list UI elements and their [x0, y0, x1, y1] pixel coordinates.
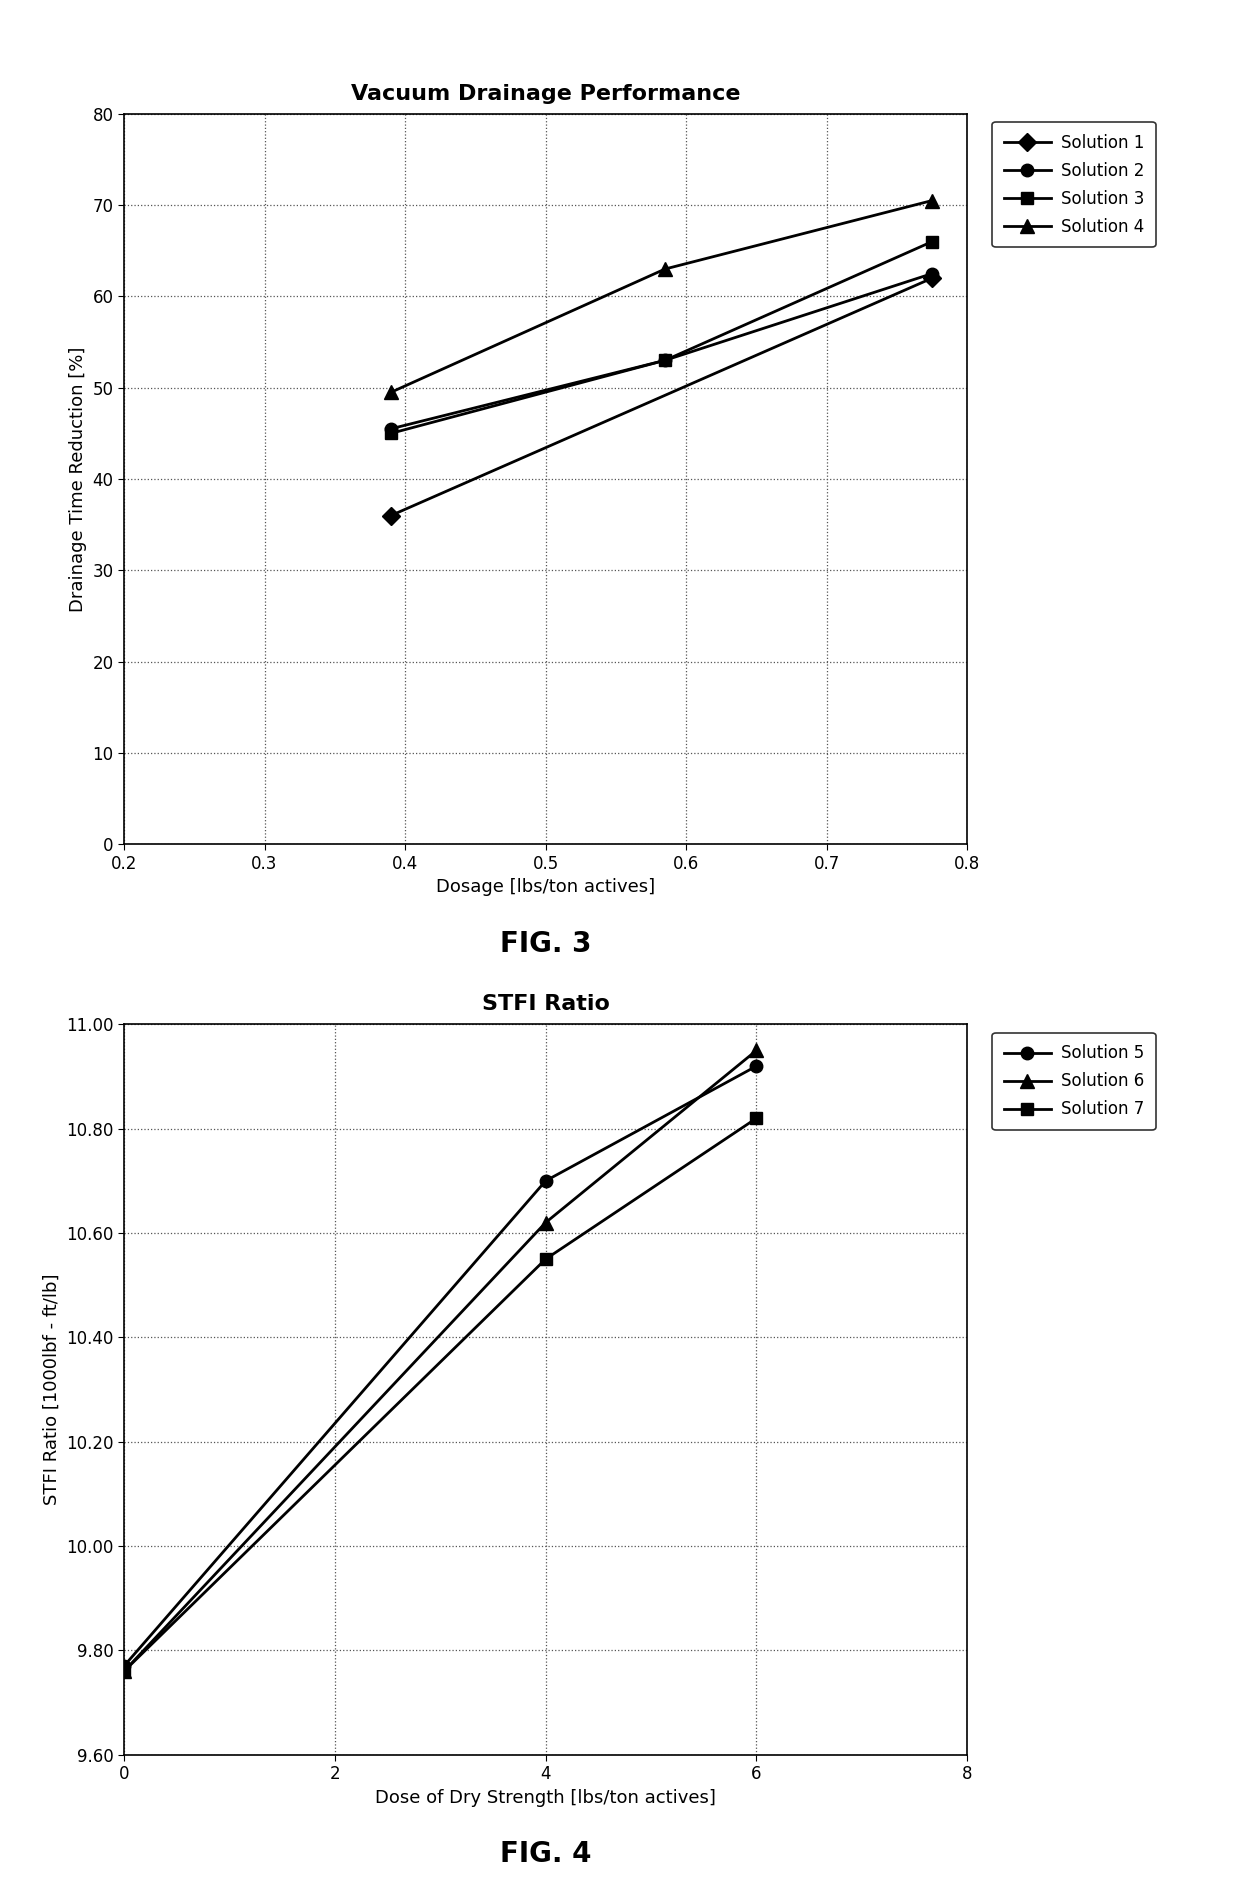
- Legend: Solution 5, Solution 6, Solution 7: Solution 5, Solution 6, Solution 7: [992, 1032, 1156, 1131]
- Solution 7: [117, 1660, 131, 1683]
- Solution 1: [925, 267, 940, 290]
- Solution 4: [657, 258, 672, 281]
- Solution 7: [749, 1108, 764, 1131]
- Line: Solution 6: Solution 6: [117, 1043, 764, 1679]
- Solution 6: [117, 1660, 131, 1683]
- Solution 6: [749, 1040, 764, 1062]
- Solution 6: [538, 1212, 553, 1235]
- Solution 5: [117, 1654, 131, 1677]
- Solution 4: [925, 190, 940, 212]
- Solution 1: [383, 505, 398, 527]
- Solution 3: [383, 421, 398, 444]
- X-axis label: Dose of Dry Strength [lbs/ton actives]: Dose of Dry Strength [lbs/ton actives]: [376, 1789, 715, 1806]
- Solution 4: [383, 381, 398, 404]
- Line: Solution 5: Solution 5: [118, 1060, 763, 1673]
- Line: Solution 2: Solution 2: [384, 267, 939, 434]
- X-axis label: Dosage [lbs/ton actives]: Dosage [lbs/ton actives]: [436, 878, 655, 895]
- Solution 3: [925, 230, 940, 252]
- Line: Solution 7: Solution 7: [118, 1112, 763, 1677]
- Solution 2: [657, 349, 672, 372]
- Text: FIG. 4: FIG. 4: [500, 1840, 591, 1869]
- Line: Solution 3: Solution 3: [384, 235, 939, 440]
- Solution 2: [925, 262, 940, 285]
- Title: Vacuum Drainage Performance: Vacuum Drainage Performance: [351, 83, 740, 104]
- Line: Solution 4: Solution 4: [384, 193, 939, 398]
- Line: Solution 1: Solution 1: [384, 271, 939, 522]
- Y-axis label: STFI Ratio [1000lbf - ft/lb]: STFI Ratio [1000lbf - ft/lb]: [42, 1273, 61, 1506]
- Solution 3: [657, 349, 672, 372]
- Solution 2: [383, 417, 398, 440]
- Solution 5: [749, 1055, 764, 1077]
- Solution 5: [538, 1170, 553, 1193]
- Legend: Solution 1, Solution 2, Solution 3, Solution 4: Solution 1, Solution 2, Solution 3, Solu…: [992, 121, 1156, 247]
- Y-axis label: Drainage Time Reduction [%]: Drainage Time Reduction [%]: [69, 347, 87, 611]
- Solution 7: [538, 1248, 553, 1271]
- Title: STFI Ratio: STFI Ratio: [481, 994, 610, 1015]
- Text: FIG. 3: FIG. 3: [500, 930, 591, 958]
